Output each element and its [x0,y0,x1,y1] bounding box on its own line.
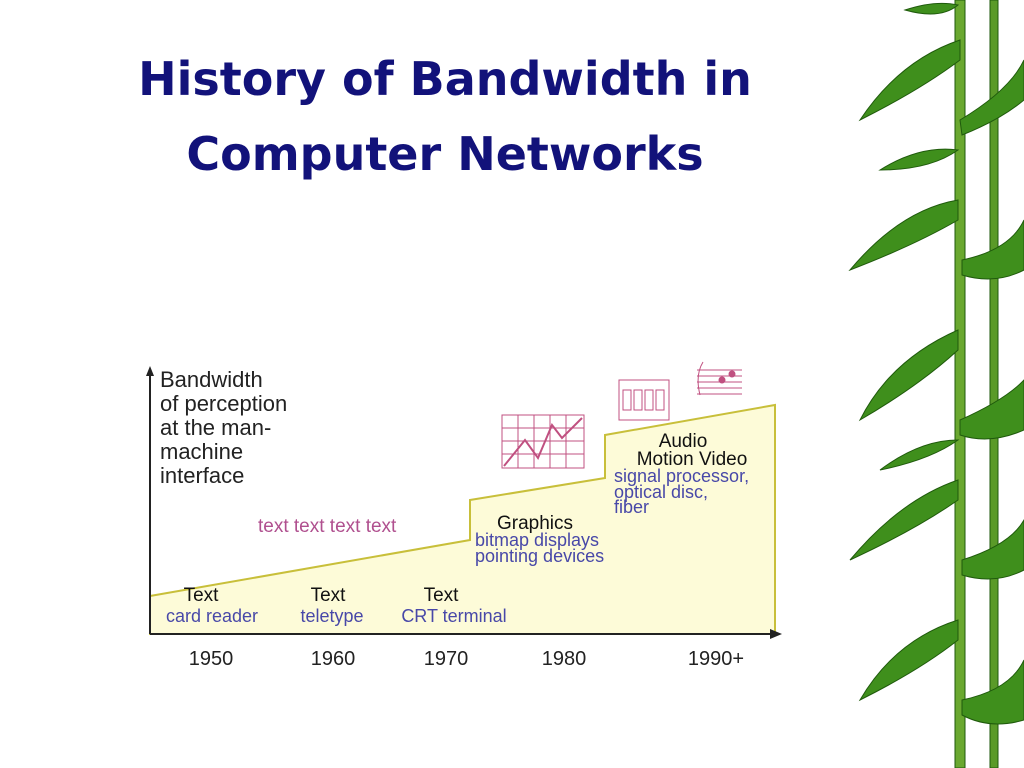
x-label: 1950 [189,648,234,670]
era-heading: Text [424,585,460,606]
axis-label-line: interface [160,463,244,488]
era-detail: signal processor, [614,466,749,486]
era-heading: Text [184,585,220,606]
axis-label-line: at the man- [160,415,271,440]
note: text text text text [258,516,397,537]
x-label: 1960 [311,648,356,670]
x-label: 1970 [424,648,469,670]
graph-icon [501,414,585,469]
y-arrow [146,366,154,376]
era-detail: bitmap displays [475,530,599,550]
era-detail: teletype [300,606,363,626]
era-heading: Audio [659,431,708,452]
era-heading: Text [311,585,347,606]
x-label: 1980 [542,648,587,670]
era-detail: optical disc, [614,482,708,502]
axis-label-line: Bandwidth [160,367,263,392]
y-axis-label: Bandwidth of perception at the man- mach… [160,367,287,488]
era-detail: CRT terminal [401,606,506,626]
title-line: Computer Networks [186,127,703,181]
axis-label-line: machine [160,439,243,464]
title-line: History of Bandwidth in [138,52,752,106]
x-arrow [770,629,782,639]
film-icon [618,379,670,421]
music-icon [697,361,742,396]
era-detail: card reader [166,606,258,626]
bamboo-decoration [848,0,1024,768]
era-detail: fiber [614,497,649,517]
era-detail: pointing devices [475,546,604,566]
era-heading: Graphics [497,513,573,534]
axis-label-line: of perception [160,391,287,416]
era-heading: Motion Video [637,449,748,470]
x-label: 1990+ [688,648,744,670]
